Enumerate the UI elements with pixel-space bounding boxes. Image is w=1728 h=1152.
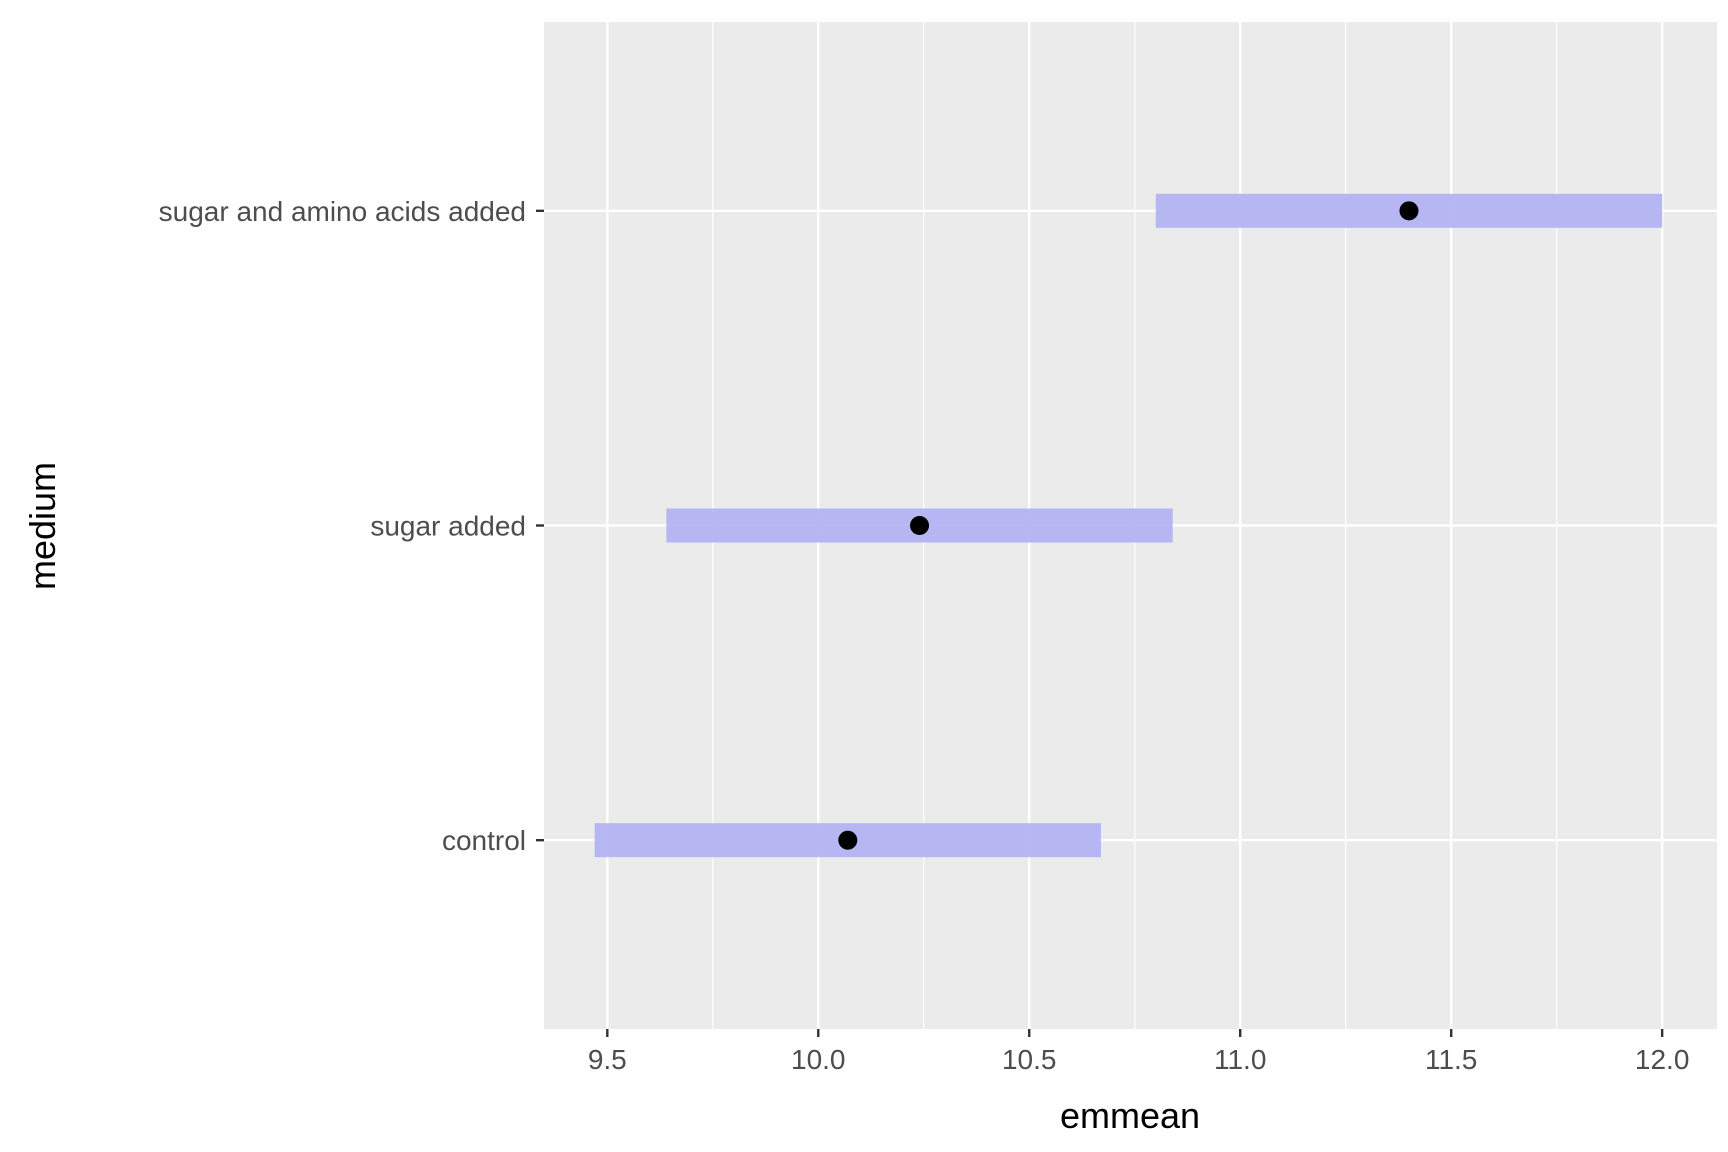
y-tick-label: sugar added xyxy=(370,511,526,542)
grid-major xyxy=(544,22,1717,1029)
x-axis-title: emmean xyxy=(1060,1095,1200,1136)
points xyxy=(838,201,1419,850)
estimate-point xyxy=(838,830,858,850)
x-tick-label: 10.0 xyxy=(791,1044,846,1075)
x-tick-label: 11.0 xyxy=(1214,1044,1266,1075)
estimate-point xyxy=(1399,201,1419,221)
x-axis: 9.5 10.0 10.5 11.0 11.5 12.0 xyxy=(588,1029,1690,1075)
x-tick-label: 11.5 xyxy=(1425,1044,1477,1075)
y-axis: control sugar added sugar and amino acids … xyxy=(159,196,544,856)
y-axis-title: medium xyxy=(22,462,63,590)
x-tick-label: 12.0 xyxy=(1635,1044,1690,1075)
x-tick-label: 10.5 xyxy=(1002,1044,1057,1075)
y-tick-label: sugar and amino acids added xyxy=(159,196,526,227)
y-tick-label: control xyxy=(442,825,526,856)
estimate-point xyxy=(910,516,930,535)
x-tick-label: 9.5 xyxy=(588,1044,627,1075)
